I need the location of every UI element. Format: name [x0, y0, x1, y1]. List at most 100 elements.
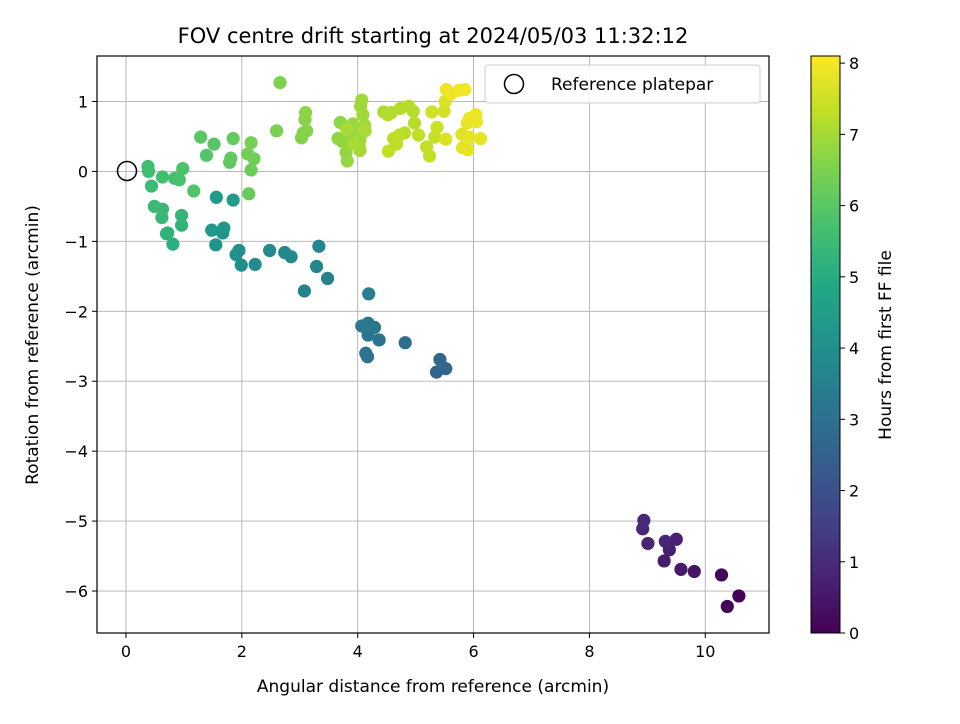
colorbar [810, 55, 841, 634]
data-point [226, 193, 240, 207]
data-point [657, 554, 671, 568]
data-point [433, 352, 447, 367]
data-point [674, 562, 688, 576]
data-point [335, 134, 349, 148]
data-point [458, 82, 472, 97]
y-tick-label: −3 [64, 372, 88, 391]
data-point [217, 221, 231, 235]
data-point [248, 257, 262, 272]
colorbar-ticks: 0 1 2 3 4 5 6 7 8 [840, 54, 859, 643]
colorbar-tick-label: 5 [849, 268, 859, 287]
data-point [194, 130, 208, 144]
data-point [209, 238, 223, 252]
data-point [398, 336, 412, 350]
data-point [687, 564, 701, 579]
data-point [207, 137, 221, 151]
data-point [473, 131, 488, 146]
data-point [356, 108, 370, 122]
legend-label: Reference platepar [551, 75, 713, 95]
data-point [224, 151, 238, 165]
data-point [372, 333, 386, 347]
data-point [174, 208, 189, 223]
data-point [172, 173, 186, 187]
data-point [381, 144, 395, 158]
grid-lines [97, 56, 769, 633]
data-point [309, 259, 324, 274]
data-point [669, 532, 683, 546]
data-point [226, 131, 240, 146]
legend-marker [503, 73, 525, 95]
data-point [147, 199, 161, 213]
data-point [346, 136, 360, 151]
colorbar-tick-label: 2 [849, 482, 859, 501]
data-point [187, 184, 201, 198]
data-point [141, 164, 156, 178]
data-point [425, 105, 439, 119]
data-point [269, 124, 284, 138]
x-tick-label: 0 [121, 642, 131, 661]
data-point [355, 93, 369, 107]
y-tick-label: −4 [64, 442, 88, 461]
legend: Reference platepar [484, 64, 761, 104]
data-point [298, 106, 313, 120]
data-point [407, 116, 422, 130]
plot-frame [96, 55, 770, 634]
data-point [439, 132, 453, 146]
x-axis-ticks: 0 2 4 6 8 10 [121, 633, 715, 661]
reference-marker [116, 160, 138, 182]
data-point [359, 346, 373, 360]
data-point [469, 108, 483, 122]
y-tick-label: −2 [64, 302, 88, 321]
data-point [340, 122, 354, 137]
colorbar-tick-label: 8 [849, 54, 859, 73]
data-point [297, 284, 311, 298]
y-axis-ticks: 1 0 −1 −2 −3 −4 −5 −6 [64, 92, 97, 601]
y-tick-label: 0 [78, 162, 88, 181]
data-point [209, 190, 223, 204]
data-points [141, 75, 746, 614]
data-point [320, 271, 335, 286]
x-tick-label: 8 [584, 642, 594, 661]
data-point [273, 75, 287, 90]
colorbar-tick-label: 7 [849, 125, 859, 144]
data-point [720, 599, 734, 614]
data-point [422, 149, 437, 163]
y-tick-label: 1 [78, 92, 88, 111]
y-axis-label: Rotation from reference (arcmin) [23, 205, 43, 485]
data-point [155, 170, 170, 184]
data-point [340, 154, 354, 168]
colorbar-label: Hours from first FF file [876, 250, 896, 440]
data-point [637, 513, 651, 527]
colorbar-tick-label: 4 [849, 339, 859, 358]
data-point [355, 319, 369, 333]
colorbar-tick-label: 0 [849, 624, 859, 643]
legend-box [484, 64, 761, 104]
data-point [300, 124, 314, 138]
data-point [278, 245, 292, 260]
data-point [732, 589, 746, 603]
data-point [641, 536, 655, 551]
y-tick-label: −6 [64, 582, 88, 601]
data-point [199, 148, 214, 162]
data-point [242, 187, 256, 201]
data-point [658, 534, 672, 548]
colorbar-tick-label: 1 [849, 553, 859, 572]
data-point [437, 104, 451, 118]
x-tick-label: 2 [237, 642, 247, 661]
data-point [241, 147, 255, 161]
data-point [229, 248, 243, 262]
data-point [430, 120, 444, 134]
data-point [244, 136, 258, 150]
x-tick-label: 10 [695, 642, 715, 661]
x-tick-label: 6 [468, 642, 478, 661]
y-tick-label: −5 [64, 512, 88, 531]
data-point [244, 163, 258, 177]
data-point [462, 130, 477, 144]
data-point [362, 287, 376, 301]
data-point [205, 223, 219, 237]
data-point [144, 179, 159, 193]
data-point [166, 237, 180, 251]
colorbar-tick-label: 6 [849, 197, 859, 216]
data-point [714, 568, 729, 582]
